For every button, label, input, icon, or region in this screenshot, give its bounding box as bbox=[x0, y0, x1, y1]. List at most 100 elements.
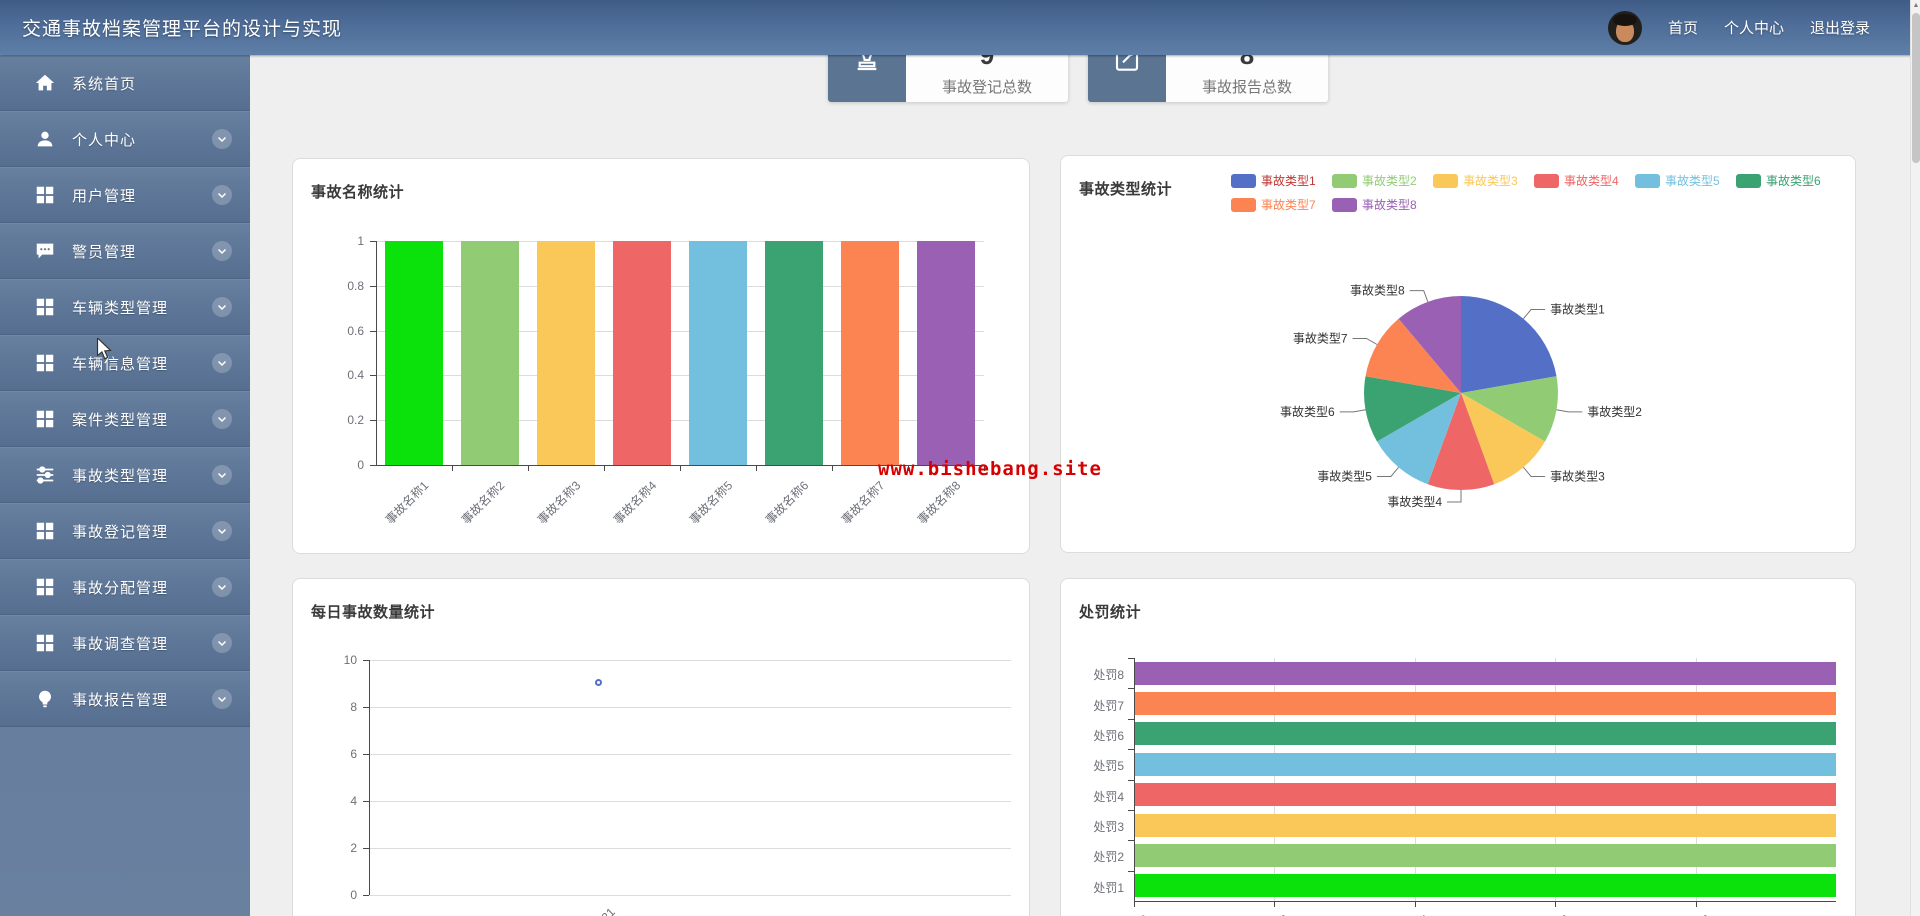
x-category-label: 事故名称2 bbox=[458, 478, 508, 527]
pie-slice-label: 事故类型2 bbox=[1587, 404, 1642, 419]
legend-item-事故类型7[interactable]: 事故类型7 bbox=[1231, 196, 1323, 213]
sidebar-item-10[interactable]: 事故分配管理 bbox=[0, 559, 250, 615]
chevron-down-icon[interactable] bbox=[212, 633, 232, 653]
nav-link-home[interactable]: 首页 bbox=[1667, 20, 1698, 37]
sidebar-item-label: 事故报告管理 bbox=[72, 691, 169, 709]
pie-slice-label: 事故类型1 bbox=[1550, 302, 1605, 317]
legend-item-事故类型5[interactable]: 事故类型5 bbox=[1635, 172, 1727, 189]
sidebar-item-5[interactable]: 车辆类型管理 bbox=[0, 279, 250, 335]
chevron-down-icon[interactable] bbox=[212, 689, 232, 709]
x-category-label: 事故名称3 bbox=[534, 478, 584, 527]
gridline bbox=[376, 285, 984, 287]
x-category-label: 事故名称7 bbox=[838, 478, 888, 527]
sidebar-item-7[interactable]: 案件类型管理 bbox=[0, 391, 250, 447]
gridline bbox=[1414, 658, 1416, 901]
sidebar-item-11[interactable]: 事故调查管理 bbox=[0, 615, 250, 671]
bar-事故名称2 bbox=[461, 241, 519, 465]
pie-slice-事故类型5 bbox=[1377, 393, 1461, 485]
legend-swatch bbox=[1635, 173, 1660, 188]
nav-link-logout[interactable]: 退出登录 bbox=[1809, 20, 1870, 37]
sidebar-item-label: 车辆信息管理 bbox=[72, 355, 169, 373]
legend-swatch bbox=[1433, 173, 1458, 188]
panel-accident-name-stats: 事故名称统计 0 0.2 0.4 0.6 0.8 1 事故名称1 事故名称2 事故名称3 事故名称… bbox=[292, 158, 1030, 554]
gridline bbox=[376, 375, 984, 377]
x-category-label: 事故名称4 bbox=[610, 478, 660, 527]
y-tick bbox=[1128, 658, 1134, 659]
y-tick-label: 0 bbox=[350, 888, 357, 902]
chevron-down-icon[interactable] bbox=[212, 465, 232, 485]
x-date-label: 2-21 bbox=[591, 905, 618, 916]
grid-icon bbox=[34, 352, 56, 374]
nav-link-profile[interactable]: 个人中心 bbox=[1723, 20, 1784, 37]
bar-事故名称8 bbox=[917, 241, 975, 465]
chevron-down-icon[interactable] bbox=[212, 241, 232, 261]
y-tick bbox=[363, 754, 369, 755]
x-tick bbox=[832, 465, 833, 471]
y-tick bbox=[370, 375, 376, 377]
scrollbar-thumb[interactable] bbox=[1912, 13, 1920, 163]
chevron-down-icon[interactable] bbox=[212, 297, 232, 317]
pie-label-line bbox=[1339, 409, 1366, 413]
bar-处罚5 bbox=[1135, 752, 1836, 776]
legend-item-事故类型6[interactable]: 事故类型6 bbox=[1736, 172, 1828, 189]
chevron-down-icon[interactable] bbox=[212, 409, 232, 429]
x-tick bbox=[1134, 901, 1135, 907]
y-tick-label: 8 bbox=[350, 700, 357, 714]
gridline bbox=[1695, 658, 1697, 901]
avatar[interactable] bbox=[1607, 10, 1642, 45]
bar-事故名称3 bbox=[537, 241, 595, 465]
sidebar-item-8[interactable]: 事故类型管理 bbox=[0, 447, 250, 503]
chevron-down-icon[interactable] bbox=[212, 353, 232, 373]
y-tick bbox=[363, 848, 369, 849]
x-category-label: 事故名称1 bbox=[382, 478, 432, 527]
x-tick bbox=[528, 465, 529, 471]
pie-legend: 事故类型1 事故类型2 事故类型3 事故类型4 事故类型5 事故类型6 事故类型7 事故类型8 bbox=[1231, 172, 1828, 213]
pie-slice-事故类型8 bbox=[1398, 296, 1461, 393]
y-tick bbox=[363, 660, 369, 661]
panel-title: 处罚统计 bbox=[1079, 604, 1142, 621]
chevron-down-icon[interactable] bbox=[212, 577, 232, 597]
y-tick bbox=[363, 895, 369, 896]
legend-item-事故类型4[interactable]: 事故类型4 bbox=[1534, 172, 1626, 189]
pie-slice-label: 事故类型4 bbox=[1387, 494, 1442, 509]
gridline bbox=[376, 420, 984, 422]
sidebar-item-4[interactable]: 警员管理 bbox=[0, 223, 250, 279]
pie-label-line bbox=[1447, 490, 1462, 503]
sidebar-item-label: 事故类型管理 bbox=[72, 467, 169, 485]
y-tick bbox=[370, 330, 376, 332]
sidebar-item-9[interactable]: 事故登记管理 bbox=[0, 503, 250, 559]
gridline bbox=[369, 801, 1011, 802]
data-point bbox=[595, 678, 603, 686]
legend-row: 事故类型1 事故类型2 事故类型3 事故类型4 事故类型5 事故类型6 bbox=[1231, 172, 1828, 189]
chevron-down-icon[interactable] bbox=[212, 185, 232, 205]
sidebar-item-1[interactable]: 系统首页 bbox=[0, 55, 250, 111]
legend-row: 事故类型7 事故类型8 bbox=[1231, 196, 1828, 213]
gridline bbox=[369, 707, 1011, 708]
y-tick bbox=[370, 420, 376, 422]
chevron-down-icon[interactable] bbox=[212, 521, 232, 541]
sidebar-item-2[interactable]: 个人中心 bbox=[0, 111, 250, 167]
y-tick-label: 2 bbox=[350, 841, 357, 855]
legend-item-事故类型8[interactable]: 事故类型8 bbox=[1332, 196, 1424, 213]
chat-icon bbox=[34, 240, 56, 262]
panel-title: 事故类型统计 bbox=[1079, 181, 1173, 198]
sidebar-item-12[interactable]: 事故报告管理 bbox=[0, 671, 250, 727]
sidebar-item-label: 警员管理 bbox=[72, 243, 137, 261]
x-category-label: 事故名称6 bbox=[762, 478, 812, 527]
legend-swatch bbox=[1736, 173, 1761, 188]
x-tick bbox=[604, 465, 605, 471]
legend-item-事故类型2[interactable]: 事故类型2 bbox=[1332, 172, 1424, 189]
sidebar: 系统首页 个人中心 用户管理警员管理车辆类型管理车辆信息管理案件类型管理事故类型管理… bbox=[0, 55, 250, 916]
pie-slice-事故类型1 bbox=[1461, 296, 1557, 393]
x-tick bbox=[984, 465, 985, 471]
pie-label-line bbox=[1556, 409, 1583, 413]
sidebar-item-3[interactable]: 用户管理 bbox=[0, 167, 250, 223]
legend-label: 事故类型3 bbox=[1463, 174, 1518, 188]
legend-item-事故类型3[interactable]: 事故类型3 bbox=[1433, 172, 1525, 189]
legend-item-事故类型1[interactable]: 事故类型1 bbox=[1231, 172, 1323, 189]
hbar-chart-penalties: 0 0.2 0.4 0.6 0.8 处罚1 处罚2 处罚3 处罚4 处罚5 处罚6 处罚7 处罚8 bbox=[1061, 579, 1855, 916]
chevron-down-icon[interactable] bbox=[212, 129, 232, 149]
sidebar-item-6[interactable]: 车辆信息管理 bbox=[0, 335, 250, 391]
panel-penalty-stats: 处罚统计 0 0.2 0.4 0.6 0.8 处罚1 处罚2 处罚3 处罚4 处罚5 处罚6 处罚7 处… bbox=[1060, 578, 1856, 916]
scrollbar-up-arrow[interactable]: ▲ bbox=[1912, 2, 1920, 9]
